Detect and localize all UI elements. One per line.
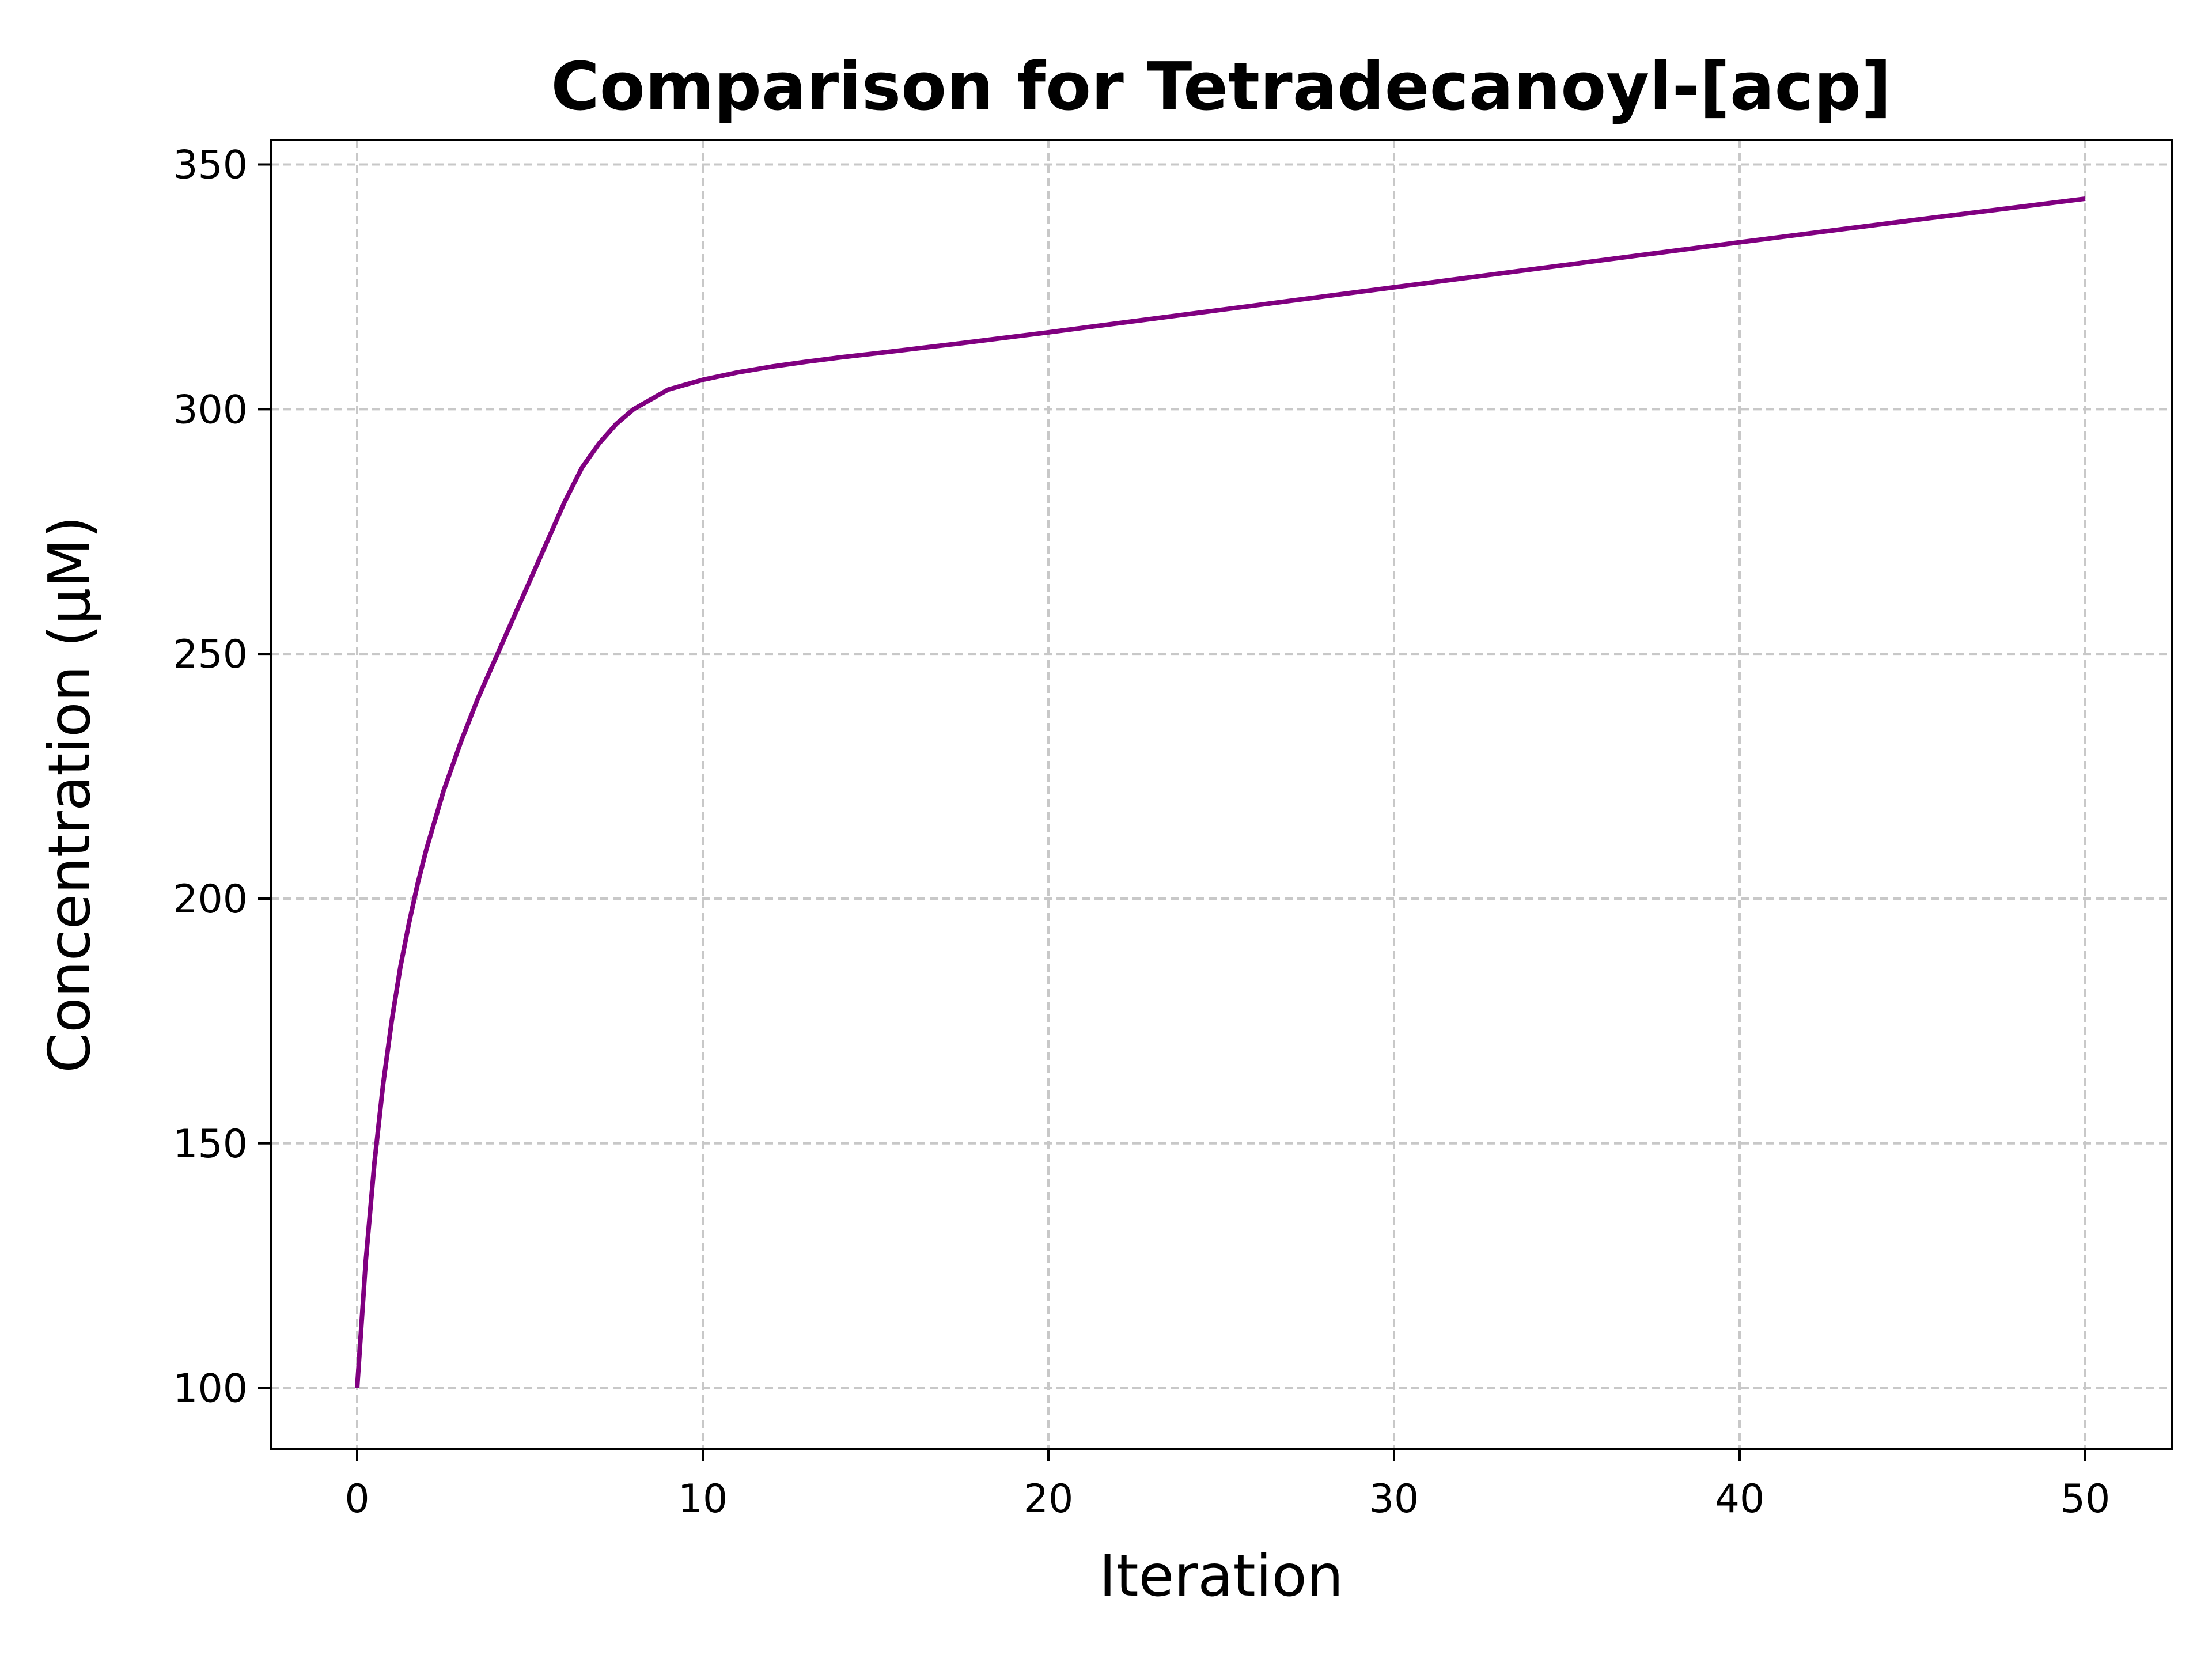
x-tick-label: 0 xyxy=(344,1476,369,1522)
y-axis-label: Concentration (μM) xyxy=(36,516,103,1073)
y-tick-label: 250 xyxy=(173,632,248,677)
y-tick-label: 150 xyxy=(173,1122,248,1167)
y-tick-label: 100 xyxy=(173,1366,248,1412)
x-tick-label: 20 xyxy=(1024,1476,1074,1522)
x-tick-label: 50 xyxy=(2061,1476,2111,1522)
x-tick-label: 30 xyxy=(1369,1476,1419,1522)
chart-title: Comparison for Tetradecanoyl-[acp] xyxy=(551,48,1891,126)
y-tick-label: 300 xyxy=(173,387,248,433)
x-tick-label: 40 xyxy=(1715,1476,1765,1522)
series-layer xyxy=(355,196,2086,1388)
axis-ticks: 0 10 20 30 40 50 100 150 200 250 300 350 xyxy=(173,142,2110,1522)
x-axis-label: Iteration xyxy=(1099,1542,1343,1609)
y-tick-label: 200 xyxy=(173,877,248,922)
y-tick-label: 350 xyxy=(173,142,248,188)
series-line xyxy=(355,196,2086,1388)
plot-area-frame xyxy=(270,139,2173,1450)
grid xyxy=(271,140,2172,1449)
x-tick-label: 10 xyxy=(678,1476,728,1522)
